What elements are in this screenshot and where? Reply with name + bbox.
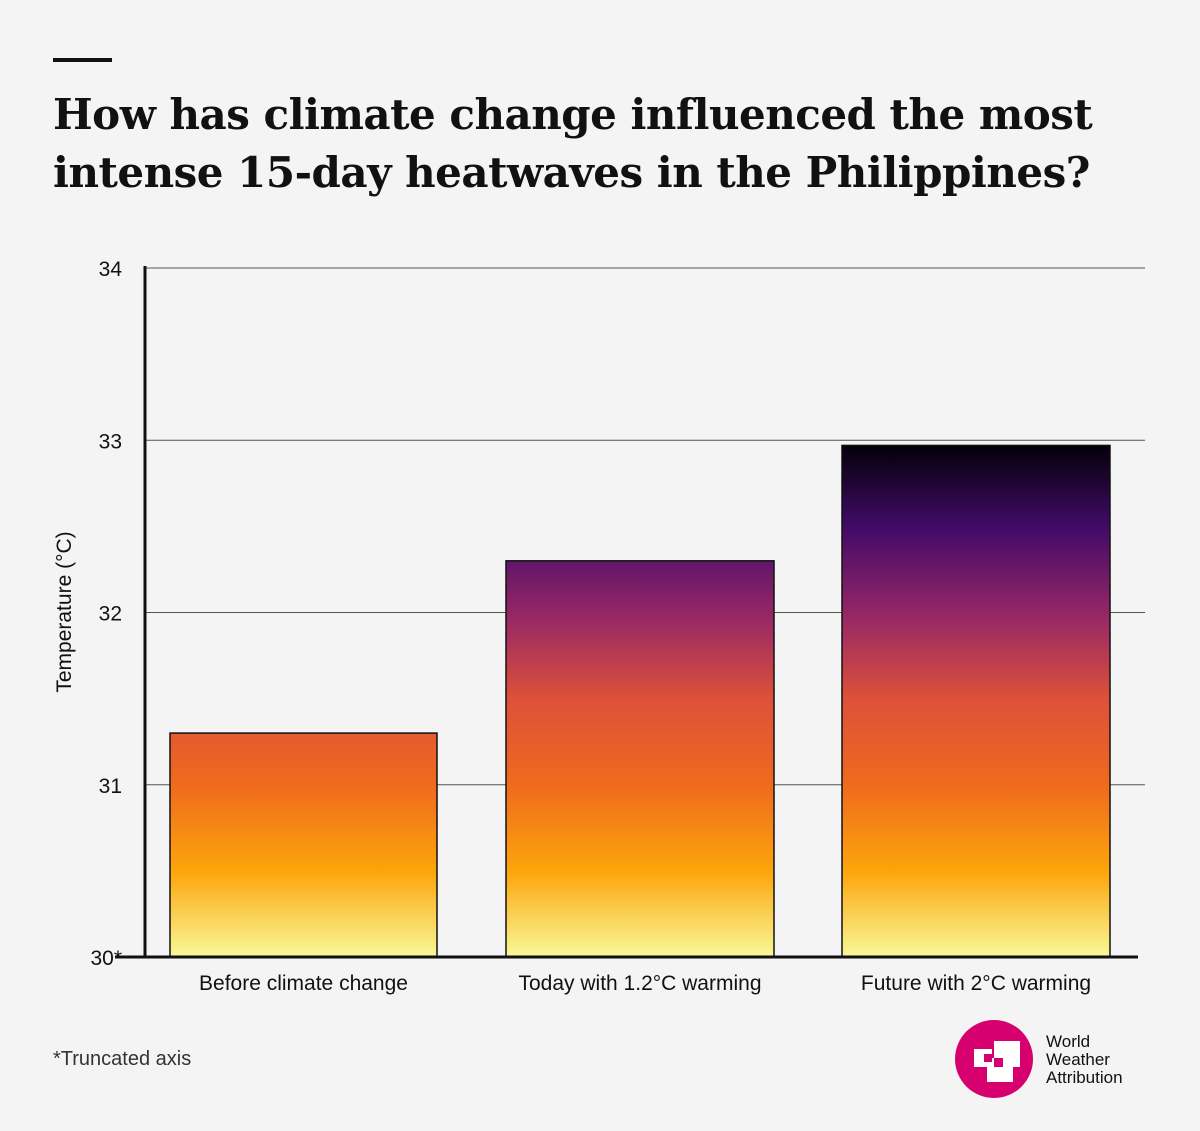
x-tick-label: Future with 2°C warming [861, 972, 1091, 995]
logo-text: World Weather Attribution [1046, 1033, 1123, 1087]
y-tick-label: 31 [99, 775, 122, 798]
x-tick-label: Before climate change [199, 972, 408, 995]
title-rule [53, 58, 112, 62]
bar [169, 732, 438, 958]
y-tick-label: 33 [99, 430, 122, 453]
y-tick-label: 30* [90, 947, 122, 970]
y-axis-label: Temperature (°C) [53, 531, 76, 692]
logo-line-2: Weather [1046, 1050, 1110, 1069]
bar [505, 560, 775, 958]
logo-line-3: Attribution [1046, 1068, 1123, 1087]
footnote: *Truncated axis [53, 1048, 192, 1070]
bar [841, 444, 1111, 958]
x-tick-label: Today with 1.2°C warming [519, 972, 762, 995]
logo-line-1: World [1046, 1032, 1091, 1051]
y-tick-label: 32 [99, 603, 122, 626]
wwa-logo-icon [955, 1020, 1033, 1098]
y-tick-label: 34 [99, 258, 123, 281]
chart-title: How has climate change influenced the mo… [53, 90, 1093, 197]
